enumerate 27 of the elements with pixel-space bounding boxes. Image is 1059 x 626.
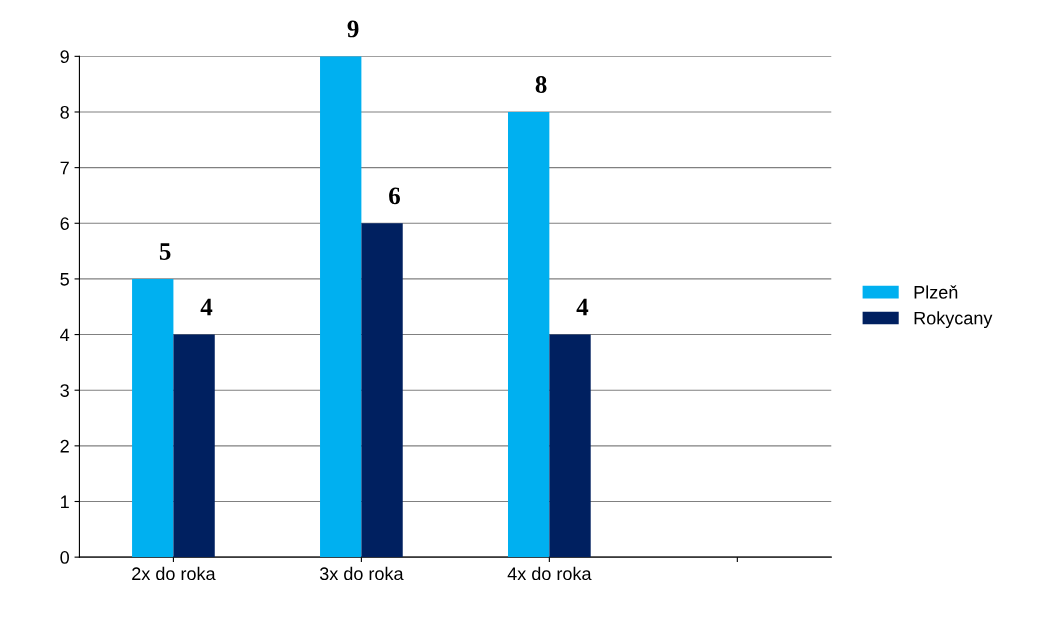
y-tick-label: 8 [60,105,69,119]
bar [320,56,362,558]
y-tick-label: 5 [60,273,69,286]
legend-label: Rokycany [914,311,993,329]
data-label: 4 [576,298,589,316]
y-tick-label: 3 [60,384,69,397]
y-tick-label: 1 [61,495,69,509]
y-tick-label: 9 [60,50,69,64]
y-tick-label: 6 [60,217,69,230]
legend-label: Plzeň [914,285,958,299]
data-label: 6 [389,187,400,205]
data-label: 8 [535,76,547,93]
bar [508,111,550,558]
bar [549,334,591,558]
data-label: 4 [200,298,213,316]
data-label: 9 [347,20,359,38]
bar [361,223,403,558]
y-tick-label: 0 [60,551,69,564]
x-tick-label: 4x do roka [507,566,592,581]
bar [132,278,174,558]
x-tick-label: 2x do roka [132,566,216,581]
y-tick-label: 4 [60,328,70,342]
x-tick-label: 3x do roka [319,566,404,581]
bar [173,334,215,558]
data-label: 5 [159,243,171,260]
y-tick-label: 7 [60,161,69,175]
y-tick-label: 2 [60,439,69,453]
